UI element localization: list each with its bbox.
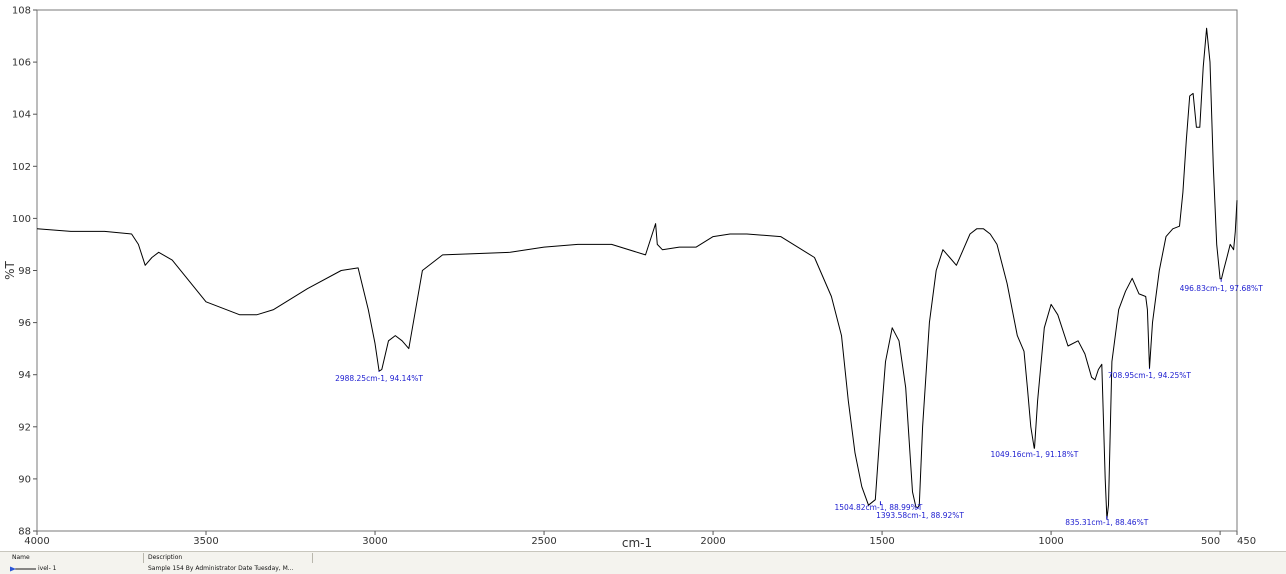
y-axis-ticks: 88 90 92 94 96 98 100 102 104 106 108 — [12, 6, 37, 538]
peak-label: 708.95cm-1, 94.25%T — [1108, 371, 1192, 380]
y-tick-label: 94 — [18, 370, 31, 381]
x-tick-label: 450 — [1237, 536, 1256, 547]
peak-label: 835.31cm-1, 88.46%T — [1065, 518, 1149, 527]
x-tick-label: 4000 — [24, 536, 49, 547]
legend-column-divider-2[interactable] — [312, 553, 313, 563]
y-tick-label: 100 — [12, 214, 31, 225]
peak-label: 1393.58cm-1, 88.92%T — [876, 511, 964, 520]
x-axis-label: cm-1 — [622, 536, 652, 550]
y-tick-label: 104 — [12, 110, 31, 121]
peak-annotations: 2988.25cm-1, 94.14%T 1504.82cm-1, 88.99%T… — [335, 278, 1264, 527]
legend-row-name[interactable]: ivel- 1 — [38, 565, 57, 572]
peak-label: 496.83cm-1, 97.68%T — [1180, 284, 1264, 293]
legend-series-swatch — [10, 566, 36, 572]
legend-header-name[interactable]: Name — [12, 554, 30, 561]
y-axis-label: %T — [3, 260, 17, 279]
y-tick-label: 102 — [12, 162, 31, 173]
spectrum-chart: 88 90 92 94 96 98 100 102 104 106 108 4000 3500 3000… — [3, 6, 1264, 551]
x-tick-label: 3000 — [362, 536, 387, 547]
y-tick-label: 88 — [18, 527, 31, 538]
legend-column-divider[interactable] — [143, 553, 144, 563]
y-tick-label: 106 — [12, 58, 31, 69]
x-tick-label: 1000 — [1038, 536, 1063, 547]
legend-panel: Name Description ivel- 1 Sample 154 By A… — [0, 551, 1286, 574]
peak-label: 2988.25cm-1, 94.14%T — [335, 374, 423, 383]
x-axis-ticks: 4000 3500 3000 2500 2000 1500 1000 500 450 — [24, 531, 1256, 547]
series-layer — [36, 27, 1238, 520]
legend-header-description[interactable]: Description — [148, 554, 183, 561]
legend-row-description[interactable]: Sample 154 By Administrator Date Tuesday… — [148, 565, 294, 572]
x-tick-label: 2500 — [531, 536, 556, 547]
x-tick-label: 3500 — [193, 536, 218, 547]
peak-label: 1049.16cm-1, 91.18%T — [991, 450, 1079, 459]
y-tick-label: 108 — [12, 6, 31, 17]
x-tick-label: 2000 — [700, 536, 725, 547]
spectrum-line — [36, 27, 1238, 520]
spectrum-plot-area: 88 90 92 94 96 98 100 102 104 106 108 4000 3500 3000… — [3, 6, 1264, 551]
y-tick-label: 90 — [18, 474, 31, 485]
x-tick-label: 500 — [1201, 536, 1220, 547]
x-tick-label: 1500 — [869, 536, 894, 547]
y-tick-label: 92 — [18, 422, 31, 433]
y-tick-label: 96 — [18, 318, 31, 329]
peak-label: 1504.82cm-1, 88.99%T — [835, 503, 923, 512]
y-tick-label: 98 — [18, 266, 31, 277]
